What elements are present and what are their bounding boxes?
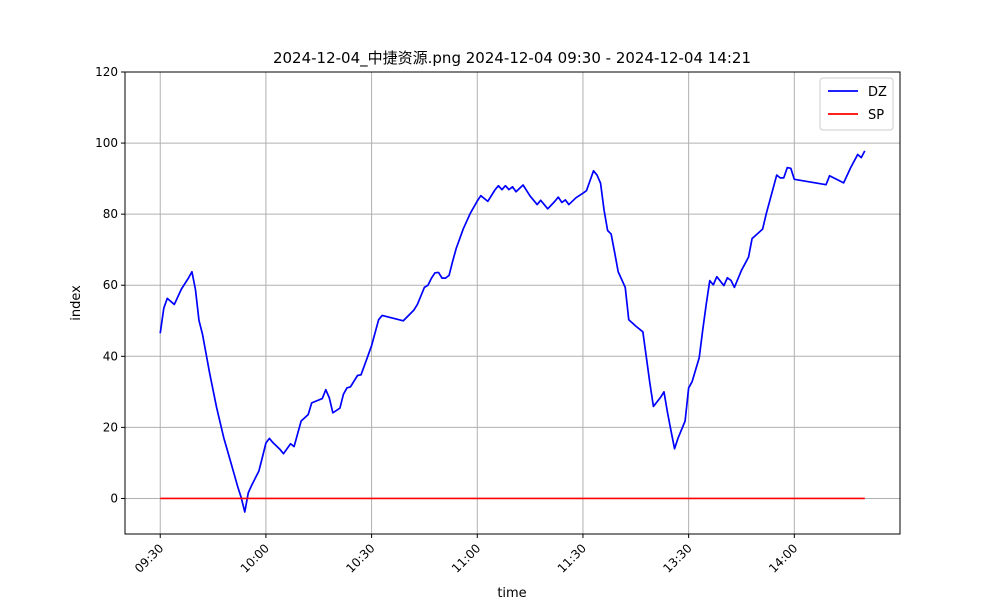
series-line-dz — [159, 150, 866, 513]
grid — [125, 71, 900, 534]
y-tick-label: 0 — [110, 491, 118, 505]
plot-frame — [124, 71, 901, 535]
y-axis-label: index — [69, 285, 84, 321]
series-layer — [159, 150, 866, 513]
y-tick-label: 120 — [95, 65, 118, 79]
y-tick-label: 60 — [103, 278, 118, 292]
y-axis: 0 20 40 60 80 100 120 — [95, 65, 125, 505]
y-tick-label: 100 — [95, 136, 118, 150]
x-axis-label: time — [497, 586, 526, 600]
y-tick-label: 40 — [103, 349, 118, 363]
y-tick-label: 20 — [103, 420, 118, 434]
legend-label-dz: DZ — [868, 85, 887, 100]
chart-title: 2024-12-04_中捷资源.png 2024-12-04 09:30 - 2… — [273, 49, 751, 68]
legend-label-sp: SP — [868, 108, 884, 123]
y-tick-label: 80 — [103, 207, 118, 221]
legend: DZ SP — [819, 77, 894, 131]
